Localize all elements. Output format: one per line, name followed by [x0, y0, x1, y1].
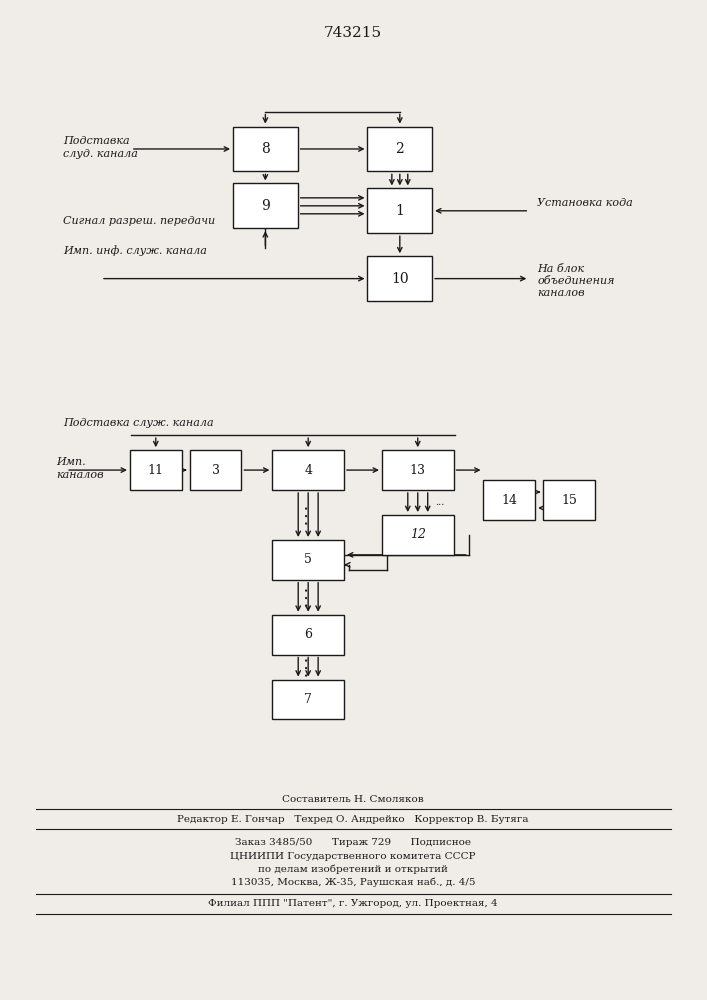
Bar	[382, 450, 454, 490]
Text: каналов: каналов	[537, 288, 585, 298]
Bar	[368, 256, 432, 301]
Text: • • •: • • •	[304, 657, 312, 677]
Bar	[543, 480, 595, 520]
Bar	[272, 615, 344, 655]
Text: 6: 6	[304, 628, 312, 641]
Text: Сигнал разреш. передачи: Сигнал разреш. передачи	[63, 216, 215, 226]
Text: 11: 11	[148, 464, 164, 477]
Text: 1: 1	[395, 204, 404, 218]
Text: 15: 15	[561, 494, 577, 507]
Text: 3: 3	[211, 464, 220, 477]
Text: Заказ 3485/50      Тираж 729      Подписное: Заказ 3485/50 Тираж 729 Подписное	[235, 838, 471, 847]
Bar	[233, 127, 298, 171]
Text: 4: 4	[304, 464, 312, 477]
Bar	[272, 450, 344, 490]
Text: Установка кода: Установка кода	[537, 198, 633, 208]
Text: Филиал ППП "Патент", г. Ужгород, ул. Проектная, 4: Филиал ППП "Патент", г. Ужгород, ул. Про…	[208, 899, 498, 908]
Bar	[189, 450, 242, 490]
Text: 10: 10	[391, 272, 409, 286]
Bar	[233, 183, 298, 228]
Text: 743215: 743215	[324, 26, 382, 40]
Text: Подставка: Подставка	[63, 136, 130, 146]
Bar	[130, 450, 182, 490]
Text: На блок: На блок	[537, 264, 585, 274]
Text: 5: 5	[304, 553, 312, 566]
Text: Составитель Н. Смоляков: Составитель Н. Смоляков	[282, 795, 423, 804]
Bar	[272, 680, 344, 719]
Text: • • •: • • •	[304, 505, 312, 525]
Text: Подставка служ. канала: Подставка служ. канала	[63, 418, 214, 428]
Text: слуд. канала: слуд. канала	[63, 149, 138, 159]
Bar	[368, 188, 432, 233]
Text: 13: 13	[410, 464, 426, 477]
Text: 12: 12	[410, 528, 426, 541]
Bar	[368, 127, 432, 171]
Text: 8: 8	[261, 142, 270, 156]
Text: 2: 2	[395, 142, 404, 156]
Text: по делам изобретений и открытий: по делам изобретений и открытий	[258, 864, 448, 874]
Text: объединения: объединения	[537, 276, 615, 286]
Text: 113035, Москва, Ж-35, Раушская наб., д. 4/5: 113035, Москва, Ж-35, Раушская наб., д. …	[230, 877, 475, 887]
Text: ...: ...	[435, 498, 444, 507]
Text: 7: 7	[304, 693, 312, 706]
Text: Имп. инф. служ. канала: Имп. инф. служ. канала	[63, 245, 207, 256]
Text: ЦНИИПИ Государственного комитета СССР: ЦНИИПИ Государственного комитета СССР	[230, 852, 476, 861]
Text: Имп.: Имп.	[56, 457, 86, 467]
Bar	[382, 515, 454, 555]
Text: каналов: каналов	[56, 470, 104, 480]
Text: Редактор Е. Гончар   Техред О. Андрейко   Корректор В. Бутяга: Редактор Е. Гончар Техред О. Андрейко Ко…	[177, 815, 529, 824]
Bar	[272, 540, 344, 580]
Text: 9: 9	[261, 199, 270, 213]
Bar	[484, 480, 535, 520]
Text: 14: 14	[501, 494, 518, 507]
Text: • • •: • • •	[304, 587, 312, 607]
